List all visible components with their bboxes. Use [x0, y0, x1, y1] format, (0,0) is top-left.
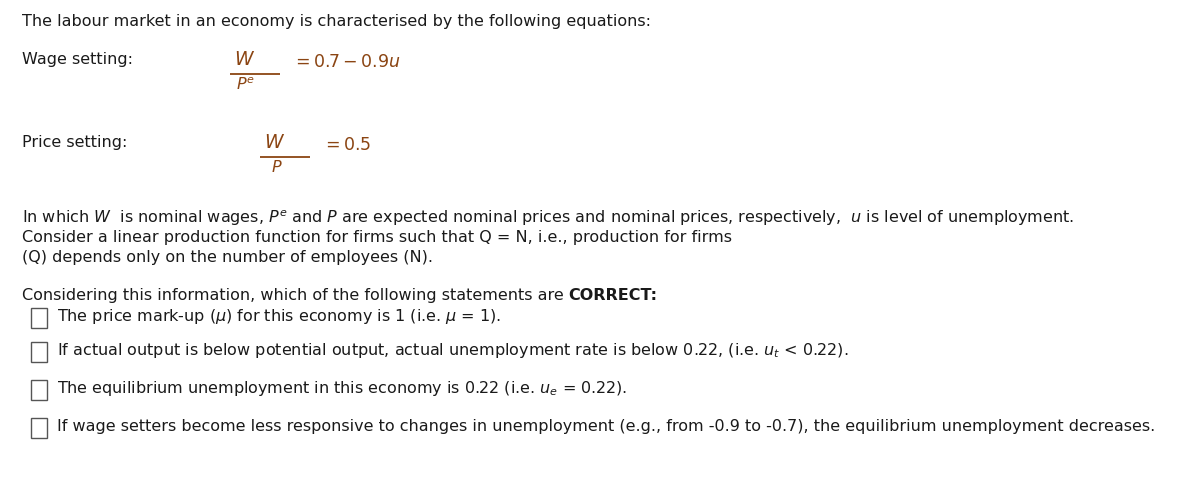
Text: $P^e$: $P^e$ [236, 76, 256, 93]
Text: The price mark-up ($\mu$) for this economy is 1 (i.e. $\mu$ = 1).: The price mark-up ($\mu$) for this econo… [58, 307, 502, 326]
Text: The labour market in an economy is characterised by the following equations:: The labour market in an economy is chara… [22, 14, 650, 29]
Text: $= 0.7-0.9u$: $= 0.7-0.9u$ [292, 53, 401, 71]
Bar [31, 342, 48, 362]
Text: $= 0.5$: $= 0.5$ [322, 136, 371, 154]
Text: $W$: $W$ [234, 50, 256, 69]
Text: Wage setting:: Wage setting: [22, 52, 132, 67]
Text: Consider a linear production function for firms such that Q = N, i.e., productio: Consider a linear production function fo… [22, 230, 732, 245]
Text: If actual output is below potential output, actual unemployment rate is below 0.: If actual output is below potential outp… [58, 341, 848, 360]
Text: Price setting:: Price setting: [22, 135, 127, 150]
Text: $P$: $P$ [271, 159, 283, 175]
Text: CORRECT:: CORRECT: [569, 288, 658, 303]
Text: Considering this information, which of the following statements are: Considering this information, which of t… [22, 288, 569, 303]
Text: (Q) depends only on the number of employees (N).: (Q) depends only on the number of employ… [22, 250, 433, 265]
Bar [31, 380, 48, 400]
Text: In which $W$  is nominal wages, $P^e$ and $P$ are expected nominal prices and no: In which $W$ is nominal wages, $P^e$ and… [22, 208, 1074, 228]
Bar [31, 308, 48, 328]
Bar [31, 418, 48, 438]
Text: If wage setters become less responsive to changes in unemployment (e.g., from -0: If wage setters become less responsive t… [58, 419, 1156, 434]
Text: The equilibrium unemployment in this economy is 0.22 (i.e. $u_e$ = 0.22).: The equilibrium unemployment in this eco… [58, 379, 628, 398]
Text: $W$: $W$ [264, 133, 286, 152]
